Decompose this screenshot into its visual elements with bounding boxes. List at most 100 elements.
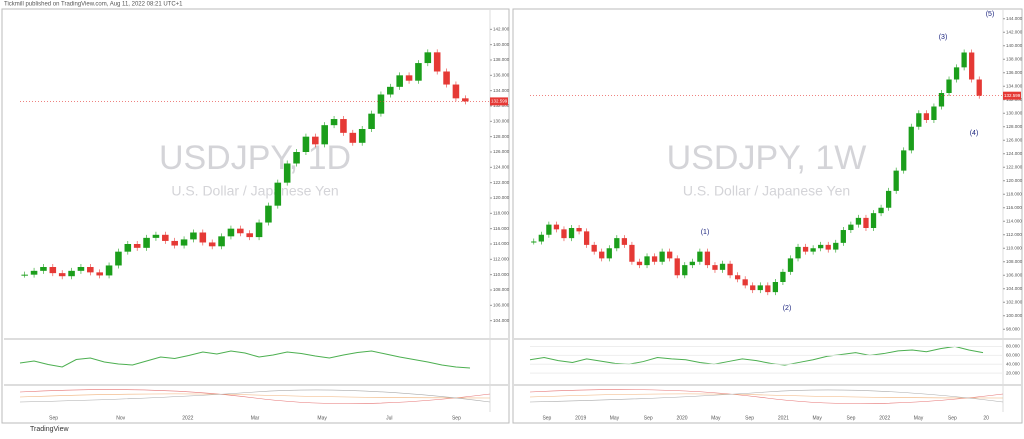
candle (795, 246, 801, 259)
candle (265, 205, 272, 223)
x-tick-label: 2022 (182, 415, 193, 421)
y-tick-label: 142.000 (1006, 29, 1023, 34)
candle (931, 106, 937, 120)
candle (340, 119, 347, 133)
candle (538, 234, 544, 242)
candle (923, 113, 930, 120)
x-tick-label: Jul (386, 415, 392, 421)
candle (190, 232, 197, 240)
x-tick-label: Sep (948, 415, 957, 421)
header-text: Tickmill published on TradingView.com, A… (4, 2, 183, 8)
rsi-line (19, 350, 471, 369)
candle (757, 285, 763, 291)
candle (199, 232, 207, 243)
price-label-bg (490, 97, 508, 106)
y-tick-label: 142.000 (493, 27, 510, 32)
price-label-bg (1003, 91, 1021, 100)
candle (636, 261, 643, 266)
candle (855, 217, 862, 225)
candle (840, 230, 846, 243)
candle (368, 113, 375, 129)
y-tick-label: 98.000 (1006, 326, 1020, 331)
y-tick-label: 110.000 (493, 272, 509, 277)
x-tick-label: 2020 (676, 415, 687, 421)
candle (765, 285, 771, 293)
candle (719, 263, 726, 270)
y-tick-label: 126.000 (493, 149, 510, 154)
y-tick-label: 132.000 (493, 103, 510, 108)
candle (614, 238, 620, 249)
candle (433, 52, 441, 72)
wave-label: (1) (701, 229, 710, 236)
candle (152, 234, 160, 238)
y-tick-label: 140.000 (1006, 43, 1023, 48)
candle (969, 52, 975, 80)
y-tick-label: 136.000 (1006, 70, 1023, 75)
candle (946, 79, 952, 93)
y-tick-label: 134.000 (493, 88, 510, 93)
candle (742, 279, 748, 286)
y-tick-label: 106.000 (493, 303, 510, 308)
candle (312, 136, 319, 145)
candle (833, 242, 839, 250)
y-tick-label: 112.000 (493, 257, 509, 262)
candle (133, 244, 141, 248)
x-tick-label: Sep (847, 415, 856, 421)
x-tick-label: Sep (452, 415, 461, 421)
candle (349, 132, 357, 143)
x-tick-label: May (711, 415, 721, 421)
candle (424, 52, 432, 64)
candle (727, 263, 733, 276)
y-tick-label: 116.000 (493, 226, 509, 231)
candle (462, 98, 469, 102)
y-tick-label: 108.000 (493, 287, 510, 292)
x-tick-label: May (812, 415, 822, 421)
candle (976, 79, 982, 96)
candle (659, 251, 665, 262)
watermark-desc: U.S. Dollar / Japanese Yen (683, 183, 850, 199)
y-tick-label: 102.000 (1006, 299, 1023, 304)
candle (30, 270, 38, 275)
oscillator (19, 393, 491, 399)
candle (825, 244, 831, 250)
candle (674, 258, 680, 276)
candle (387, 86, 394, 95)
candle (606, 248, 612, 259)
candle (58, 273, 66, 277)
candle (848, 224, 854, 231)
candle (21, 274, 28, 276)
y-tick-label: 140.000 (493, 42, 510, 47)
candle (218, 236, 225, 247)
candle (415, 63, 422, 81)
y-tick-label: 144.000 (1006, 16, 1023, 21)
x-tick-label: 2021 (778, 415, 789, 421)
y-tick-label: 130.000 (493, 119, 510, 124)
candle (171, 240, 178, 246)
candle (885, 190, 892, 208)
oscillator (529, 389, 1004, 403)
candle (40, 267, 47, 271)
candle (712, 265, 718, 270)
candle (162, 234, 169, 241)
candle (576, 228, 582, 232)
candle (651, 256, 658, 262)
candle (208, 242, 216, 247)
right-pane-frame (512, 8, 1023, 424)
y-tick-label: 118.000 (493, 211, 509, 216)
y-tick-label: 126.000 (1006, 137, 1023, 142)
rsi-tick-label: 20.000 (1006, 370, 1020, 375)
y-tick-label: 100.000 (1006, 313, 1023, 318)
x-tick-label: Sep (644, 415, 653, 421)
candle (772, 282, 779, 293)
y-tick-label: 118.000 (1006, 191, 1022, 196)
candle (396, 75, 403, 87)
y-tick-label: 114.000 (1006, 218, 1022, 223)
candle (938, 93, 945, 107)
candle (68, 270, 75, 277)
y-tick-label: 114.000 (493, 241, 509, 246)
price-label: 132.599 (1004, 93, 1021, 98)
x-tick-label: Mar (251, 415, 260, 421)
y-tick-label: 104.000 (493, 318, 510, 323)
candle (568, 228, 575, 239)
